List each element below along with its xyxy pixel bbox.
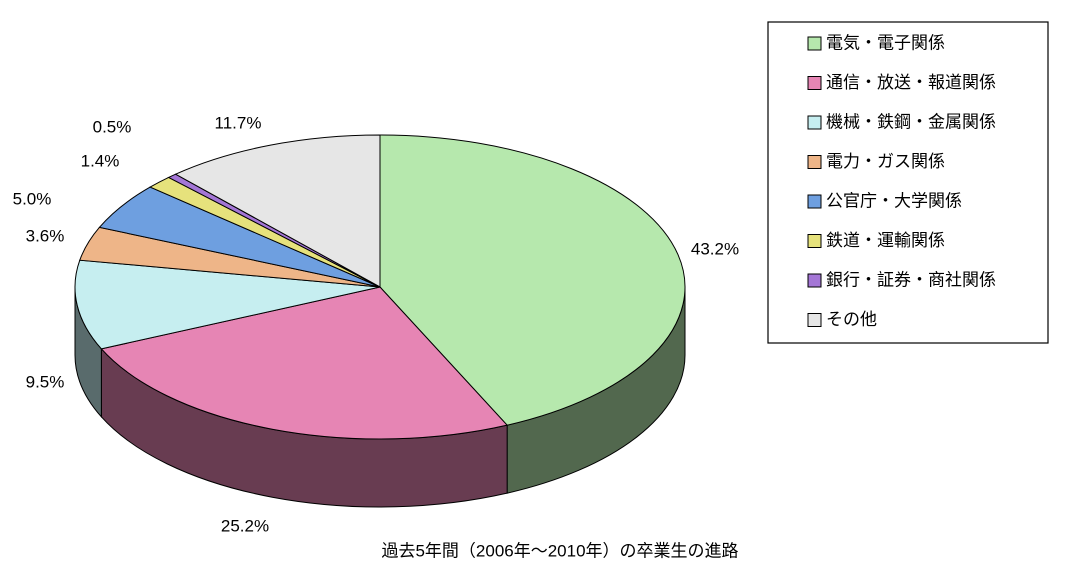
slice bbox=[74, 259, 381, 350]
slice bbox=[174, 134, 381, 288]
legend-swatch bbox=[807, 76, 822, 90]
slice bbox=[100, 286, 509, 440]
data-label: 9.5% bbox=[26, 372, 65, 391]
legend-label: その他 bbox=[826, 310, 877, 329]
legend-label: 鉄道・運輸関係 bbox=[826, 231, 945, 250]
legend-label: 電気・電子関係 bbox=[826, 33, 945, 52]
data-label: 11.7% bbox=[215, 113, 262, 132]
data-label: 1.4% bbox=[81, 151, 120, 170]
legend-label: 公官庁・大学関係 bbox=[826, 191, 962, 210]
data-label: 43.2% bbox=[691, 239, 739, 258]
chart-title: 過去5年間（2006年～2010年）の卒業生の進路 bbox=[381, 541, 738, 560]
slice bbox=[379, 134, 686, 426]
legend-box bbox=[767, 21, 1049, 344]
legend-swatch bbox=[807, 313, 822, 327]
legend-swatch bbox=[807, 194, 822, 209]
legend-label: 電力・ガス関係 bbox=[826, 152, 945, 171]
legend-swatch bbox=[807, 36, 822, 51]
legend-swatch bbox=[807, 155, 822, 169]
legend-swatch bbox=[807, 115, 822, 130]
data-label: 0.5% bbox=[93, 117, 132, 136]
legend-swatch bbox=[807, 273, 822, 288]
data-label: 25.2% bbox=[221, 516, 269, 535]
data-label: 5.0% bbox=[13, 189, 52, 208]
data-label: 3.6% bbox=[26, 226, 65, 245]
legend-label: 通信・放送・報道関係 bbox=[826, 73, 996, 92]
legend-swatch bbox=[807, 234, 822, 248]
legend-label: 機械・鉄鋼・金属関係 bbox=[826, 112, 996, 131]
legend-label: 銀行・証券・商社関係 bbox=[826, 270, 996, 289]
